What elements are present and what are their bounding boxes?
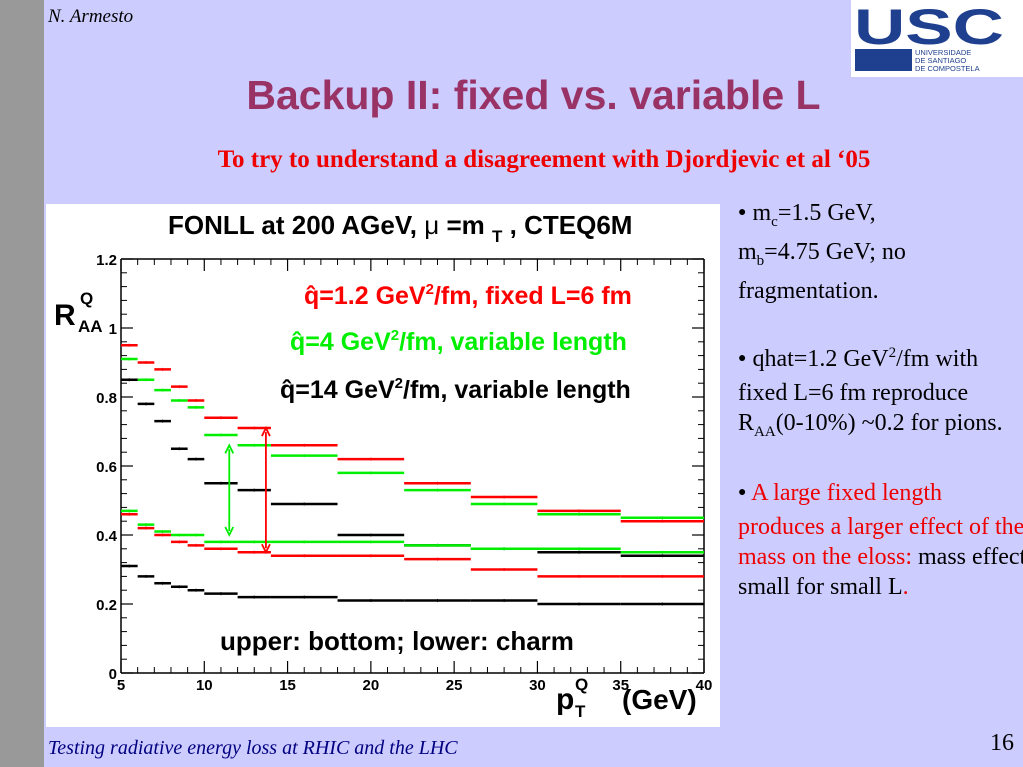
bullet-qhat: ● qhat=1.2 GeV2/fm with fixed L=6 fm rep… (738, 344, 1003, 440)
y-label-sub: AA (78, 317, 103, 336)
series-bottom-2 (121, 378, 704, 558)
slide-title: Backup II: fixed vs. variable L (246, 72, 821, 118)
y-label-main: R (54, 299, 76, 332)
slide-footer: Testing radiative energy loss at RHIC an… (48, 737, 458, 759)
plot-title-eq: =m (446, 210, 484, 240)
y-tick-label: 1 (109, 321, 117, 338)
bullet-dot-icon: ● (738, 205, 747, 220)
x-label-unit: (GeV) (622, 684, 697, 715)
series-charm-3 (121, 509, 704, 554)
series-bottom-1 (121, 357, 704, 520)
y-tick-label: 0.2 (96, 597, 117, 614)
page-number: 16 (990, 730, 1014, 756)
arrow-head-bottom (224, 526, 235, 538)
usc-logo-graphic: USC UNIVERSIDADE DE SANTIAGO DE COMPOSTE… (854, 0, 1004, 73)
x-label-sub: T (575, 702, 586, 721)
bullet-masses: ● mc=1.5 GeV, mb=4.75 GeV; no fragmentat… (738, 200, 906, 304)
arrow-head-top (224, 443, 235, 454)
arrow-head-top (261, 426, 271, 437)
logo-line-1: UNIVERSIDADE (915, 48, 971, 57)
legend: q̂=1.2 GeV2/fm, fixed L=6 fm q̂=4 GeV2/f… (280, 281, 632, 404)
y-tick-label: 0.6 (96, 459, 117, 476)
slide-sidebar (0, 0, 44, 767)
comparison-arrow (261, 426, 271, 555)
author-name: N. Armesto (48, 6, 134, 27)
raa-chart-svg: FONLL at 200 AGeV, μ =m T , CTEQ6M R Q A… (54, 210, 713, 721)
x-tick-label: 10 (196, 677, 213, 694)
x-tick-label: 15 (279, 677, 296, 694)
y-tick-label: 1.2 (96, 252, 117, 269)
university-logo: USC UNIVERSIDADE DE SANTIAGO DE COMPOSTE… (851, 0, 1023, 77)
x-label-sup: Q (575, 675, 588, 694)
x-tick-label: 40 (696, 677, 713, 694)
y-axis-label: R Q AA (54, 289, 103, 336)
slide-subtitle: To try to understand a disagreement with… (217, 146, 871, 173)
x-tick-label: 25 (446, 677, 463, 694)
plot-title-mu: μ (424, 210, 439, 240)
arrow-head-bottom (261, 543, 271, 555)
series-charm-5 (121, 564, 704, 606)
logo-line-2: DE SANTIAGO (915, 56, 966, 65)
x-tick-label: 5 (117, 677, 125, 694)
logo-line-3: DE COMPOSTELA (915, 64, 980, 73)
bullet-dot-icon: ● (738, 485, 747, 501)
logo-letters: USC (854, 0, 1004, 55)
bullet-dot-icon: ● (738, 350, 747, 366)
series-bottom-0 (121, 343, 704, 523)
y-label-sup: Q (80, 289, 93, 308)
comparison-arrow (224, 443, 235, 538)
x-tick-label: 35 (612, 677, 629, 694)
y-tick-label: 0.4 (96, 528, 118, 545)
plot-frame (120, 258, 705, 674)
x-axis-label: p Q T (GeV) (556, 675, 697, 721)
plot-title-prefix: FONLL at 200 AGeV, (168, 210, 417, 240)
y-tick-label: 0.8 (96, 390, 117, 407)
legend-entry-red: q̂=1.2 GeV2/fm, fixed L=6 fm (304, 281, 632, 310)
bullet-conclusion: ● A large fixed length produces a larger… (738, 480, 1023, 601)
plot-annotation: upper: bottom; lower: charm (220, 626, 574, 656)
plot-title: FONLL at 200 AGeV, μ =m T , CTEQ6M (168, 210, 632, 248)
y-tick-label: 0 (109, 666, 117, 683)
x-label-main: p (556, 683, 574, 716)
x-tick-label: 20 (363, 677, 380, 694)
series-charm-4 (121, 512, 704, 578)
x-tick-label: 30 (529, 677, 546, 694)
svg-text:FONLL at 200 AGeV, μ: FONLL at 200 AGeV, μ =m T , CTEQ6M (168, 210, 632, 248)
legend-entry-black: q̂=14 GeV2/fm, variable length (280, 375, 631, 404)
plot-title-sub: T (492, 227, 503, 246)
plot-title-end: , CTEQ6M (510, 210, 633, 240)
raa-plot: FONLL at 200 AGeV, μ =m T , CTEQ6M R Q A… (46, 204, 720, 727)
bullet-list: ● mc=1.5 GeV, mb=4.75 GeV; no fragmentat… (738, 198, 1023, 634)
legend-entry-green: q̂=4 GeV2/fm, variable length (290, 327, 627, 356)
